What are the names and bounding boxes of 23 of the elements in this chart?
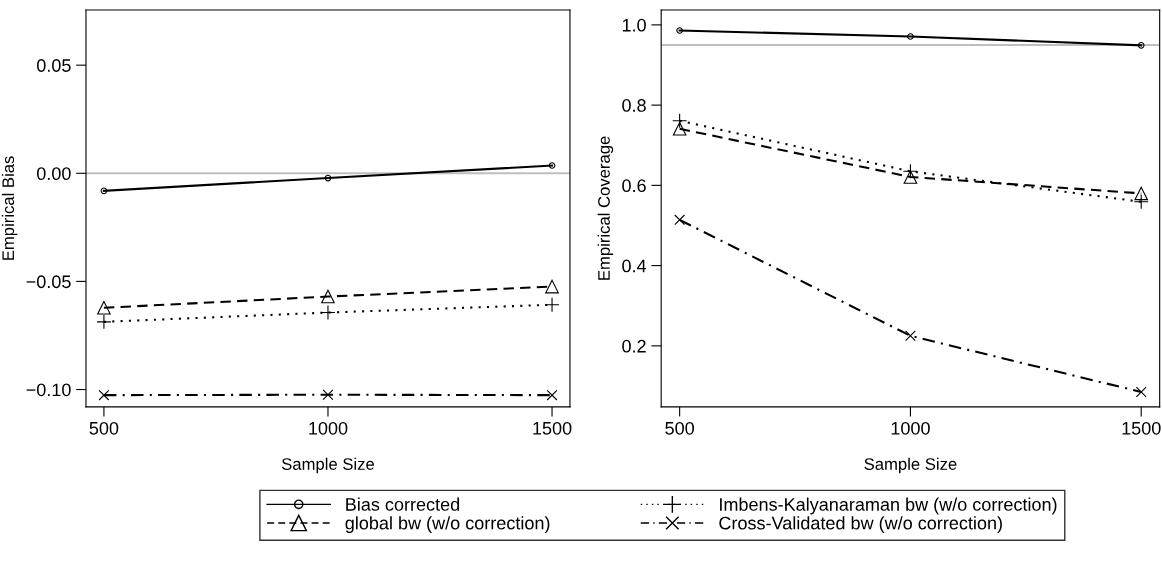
- x-axis-title: Sample Size: [864, 457, 957, 474]
- y-tick-label: 0.00: [36, 167, 71, 181]
- y-tick-label: 0.05: [36, 59, 71, 72]
- legend-label: Bias corrected: [346, 497, 460, 511]
- x-tick-label: 500: [665, 421, 694, 435]
- y-axis-title: Empirical Coverage: [597, 136, 614, 280]
- legend-label: Cross-Validated bw (w/o correction): [719, 516, 1002, 534]
- x-tick-label: 1000: [309, 421, 348, 435]
- y-tick-label: 1.0: [622, 18, 646, 32]
- x-tick-label: 1500: [533, 421, 572, 435]
- x-axis-title: Sample Size: [281, 457, 375, 474]
- y-tick-label: 0.4: [622, 259, 647, 273]
- y-tick-label: 0.6: [622, 179, 646, 193]
- y-axis-title: Empirical Bias: [1, 156, 18, 260]
- x-tick-label: 1000: [891, 421, 930, 435]
- legend-label: Imbens-Kalyanaraman bw (w/o correction): [720, 497, 1057, 515]
- y-tick-label: −0.10: [26, 383, 71, 397]
- y-tick-label: −0.05: [26, 275, 71, 289]
- y-tick-label: 0.8: [622, 99, 646, 112]
- legend-label: global bw (w/o correction): [345, 516, 550, 534]
- x-tick-label: 1500: [1122, 421, 1161, 435]
- y-tick-label: 0.2: [622, 339, 646, 353]
- x-tick-label: 500: [89, 421, 119, 435]
